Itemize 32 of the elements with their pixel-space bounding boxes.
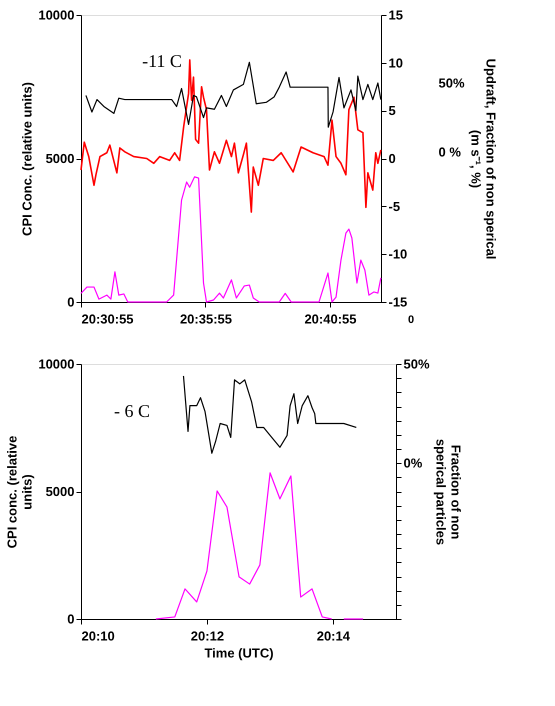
y-tick-label: 5000: [46, 151, 74, 166]
annotation: -11 C: [142, 51, 182, 71]
y2-axis-title: Updraft, Fraction of non sperical (m s⁻¹, %): [468, 58, 499, 260]
x-tick-label: 20:10: [82, 628, 115, 644]
y3-tick-label: 0 %: [438, 144, 462, 160]
y2-tick-label: 15: [388, 8, 403, 22]
y2-tick-label: 0%: [404, 456, 423, 471]
y-axis-title: CPI conc. (relative units): [4, 436, 34, 548]
line-series: [182, 375, 357, 454]
x-tick-label: 20:30:55: [82, 312, 134, 326]
y2-tick-label: 5: [388, 103, 396, 118]
x-tick-label: 20:35:55: [180, 312, 232, 326]
x-tick-label: 20:12: [190, 628, 224, 644]
y2-tick-label: -10: [388, 246, 408, 262]
y2-tick-label: -5: [388, 198, 400, 214]
y-tick-label: 0: [67, 612, 74, 626]
y-tick-label: 10000: [38, 8, 74, 22]
y-tick-label: 10000: [38, 356, 74, 372]
x-tick-label: 20:40:55: [304, 312, 356, 326]
y2-axis-title: Fraction of non sperical particles: [434, 438, 464, 546]
y-tick-label: 0: [67, 294, 74, 310]
text: 0: [408, 314, 414, 326]
y2-tick-label: 50%: [404, 356, 430, 372]
x-tick-label: 20:14: [316, 628, 351, 644]
y-tick-label: 5000: [46, 484, 74, 499]
y2-tick-label: 0: [388, 151, 396, 166]
x-axis-title: Time (UTC): [204, 646, 274, 660]
y2-tick-label: -15: [388, 294, 408, 310]
y2-tick-label: 10: [388, 55, 403, 70]
y-axis-title: CPI Conc. (relative units): [19, 82, 34, 236]
annotation: - 6 C: [114, 401, 150, 421]
y3-tick-label: 50%: [438, 76, 465, 91]
